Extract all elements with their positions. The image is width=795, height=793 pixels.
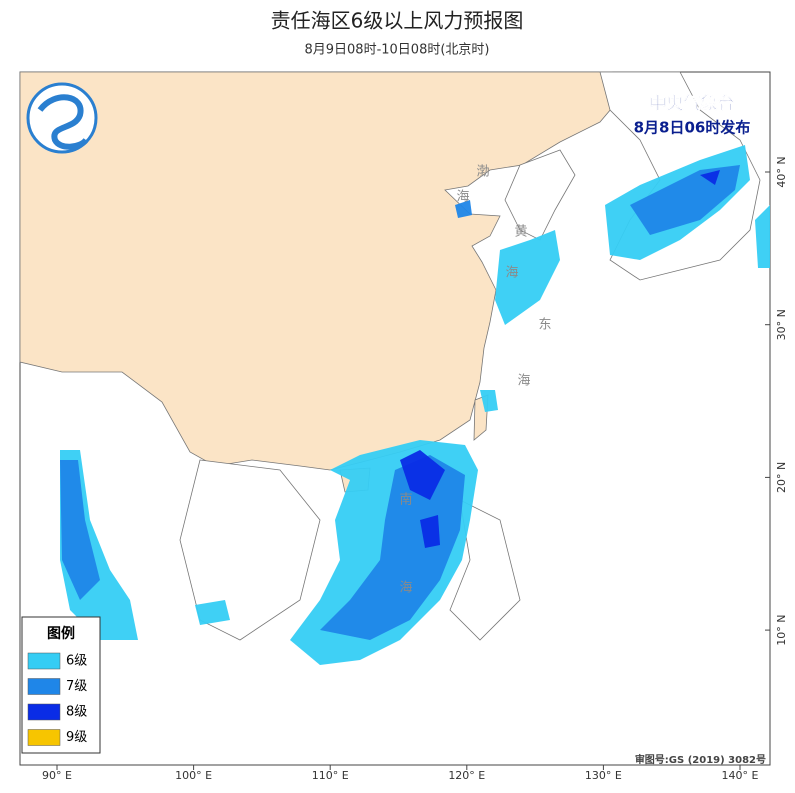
wind-area — [320, 455, 465, 640]
legend-label: 7级 — [66, 679, 87, 694]
philippines — [449, 499, 521, 641]
sea-label: 海 — [399, 581, 412, 596]
lon-label: 120° E — [448, 769, 485, 782]
approval-number: 审图号:GS (2019) 3082号 — [635, 753, 766, 766]
wind-area — [60, 460, 100, 600]
legend-label: 6级 — [66, 654, 87, 669]
wind-area — [195, 600, 230, 625]
lon-label: 100° E — [175, 769, 212, 782]
wind-area — [755, 205, 770, 268]
sea-label: 海 — [456, 190, 469, 205]
agency: 中央气象台 — [650, 93, 735, 114]
lon-label: 110° E — [312, 769, 349, 782]
sea-label: 渤 — [476, 164, 489, 180]
title: 责任海区6级以上风力预报图 — [271, 9, 524, 33]
lon-label: 140° E — [722, 769, 759, 782]
wind-areas — [60, 145, 770, 665]
china-land — [19, 71, 623, 471]
korea — [504, 149, 576, 241]
wind-area — [420, 515, 440, 548]
legend-title: 图例 — [47, 625, 75, 642]
legend-swatch — [27, 652, 61, 670]
wind-area — [700, 170, 720, 185]
legend: 图例 6级 7级 8级 9级 — [21, 616, 101, 754]
lat-label: 40° N — [775, 156, 788, 187]
legend-label: 9级 — [66, 730, 87, 745]
sea-label: 海 — [505, 266, 518, 281]
sea-label: 南 — [399, 492, 412, 508]
logo-swirl — [37, 94, 89, 150]
wind-area — [455, 200, 472, 218]
wind-area — [495, 230, 560, 325]
map: 90° E 100° E 110° E 120° E 130° E 140° E 10° N… — [19, 71, 788, 782]
sea-label: 东 — [538, 318, 551, 333]
legend-swatch — [27, 729, 61, 746]
wind-area — [400, 450, 445, 500]
indochina — [179, 459, 321, 641]
issue-time: 8月8日06时发布 — [634, 119, 751, 137]
lon-label: 130° E — [585, 769, 622, 782]
graticule-labels: 90° E 100° E 110° E 120° E 130° E 140° E 10° N… — [42, 156, 788, 782]
wind-area — [480, 390, 498, 412]
legend-swatch — [27, 703, 61, 721]
sea-label: 海 — [517, 374, 530, 389]
legend-swatch — [27, 678, 61, 695]
sea-label: 黄 — [514, 225, 527, 240]
legend-label: 8级 — [66, 705, 87, 720]
subtitle: 8月9日08时-10日08时(北京时) — [304, 43, 489, 58]
lat-label: 10° N — [775, 614, 788, 645]
lon-label: 90° E — [42, 769, 72, 782]
lat-label: 20° N — [775, 462, 788, 493]
lat-label: 30° N — [775, 309, 788, 340]
